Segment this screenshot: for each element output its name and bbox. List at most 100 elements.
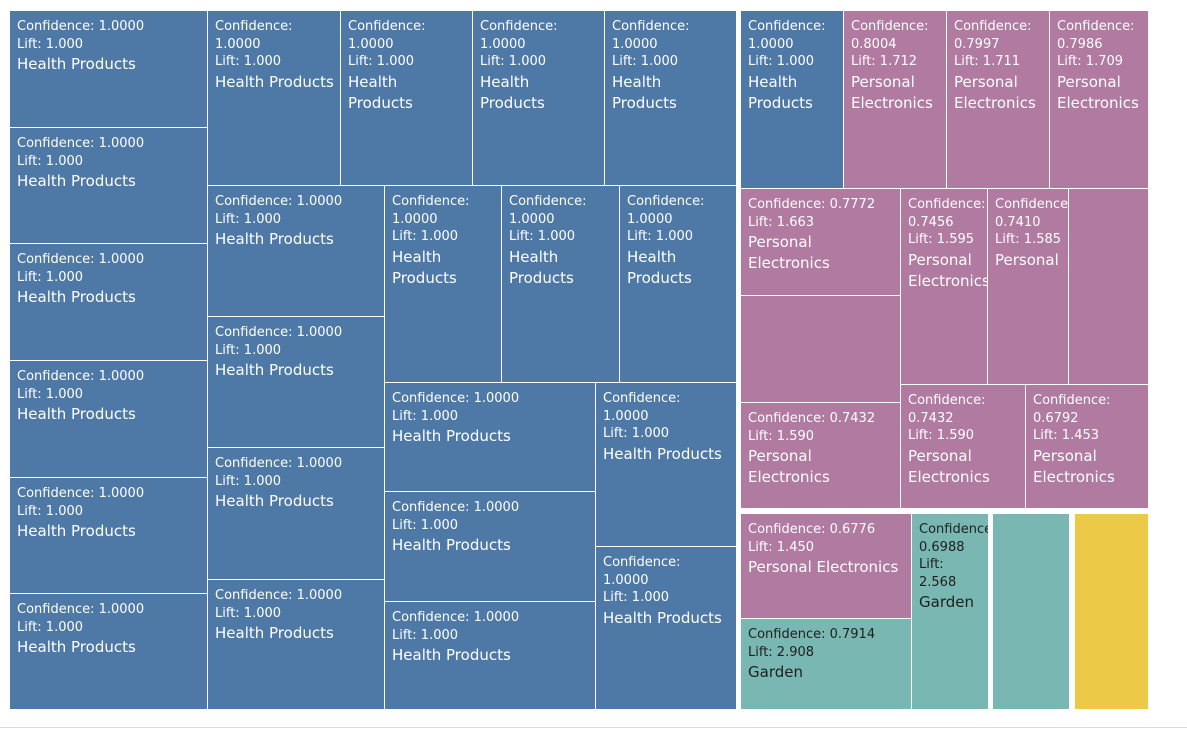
treemap-cell-health-products[interactable]: Confidence: 1.0000 Lift: 1.000 Health Prod… bbox=[208, 448, 385, 580]
cell-confidence-label: Confidence: 1.0000 bbox=[348, 19, 426, 52]
cell-lift-label: Lift: 1.712 bbox=[851, 54, 918, 69]
cell-lift-label: Lift: 1.711 bbox=[954, 54, 1021, 69]
treemap-cell-personal-electronics[interactable]: Confidence: 0.7986 Lift: 1.709 Personal El… bbox=[1050, 11, 1149, 189]
cell-category-label: Health Products bbox=[627, 247, 692, 287]
treemap-cell-personal-electronics[interactable]: Confidence: 0.7432 Lift: 1.590 Personal El… bbox=[741, 403, 901, 509]
cell-lift-label: Lift: 2.568 bbox=[919, 557, 957, 590]
treemap-cell-health-products[interactable]: Confidence: 1.0000 Lift: 1.000 Health Prod… bbox=[208, 317, 385, 448]
cell-lift-label: Lift: 1.590 bbox=[748, 428, 815, 444]
cell-category-label: Personal Electronics bbox=[851, 72, 933, 112]
treemap-cell-personal-electronics[interactable]: Confidence: 0.7456 Lift: 1.595 Personal El… bbox=[901, 189, 988, 385]
cell-lift-label: Lift: 1.590 bbox=[908, 428, 975, 443]
treemap-cell-health-products[interactable]: Confidence: 1.0000 Lift: 1.000 Health Prod… bbox=[605, 11, 737, 186]
treemap-cell-health-products[interactable]: Confidence: 1.0000 Lift: 1.000 Health Prod… bbox=[385, 492, 596, 602]
cell-lift-label: Lift: 1.000 bbox=[392, 627, 459, 643]
treemap-cell-health-products[interactable]: Confidence: 1.0000 Lift: 1.000 Health Prod… bbox=[385, 602, 596, 710]
cell-lift-label: Lift: 2.908 bbox=[748, 644, 815, 660]
cell-category-label: Health Products bbox=[348, 72, 413, 112]
treemap-cell-health-products[interactable]: Confidence: 1.0000 Lift: 1.000 Health Prod… bbox=[10, 478, 208, 594]
treemap-cell-garden[interactable] bbox=[993, 514, 1070, 710]
treemap-cell-health-products[interactable]: Confidence: 1.0000 Lift: 1.000 Health Prod… bbox=[620, 186, 737, 383]
cell-category-label: Personal bbox=[995, 250, 1059, 269]
treemap-cell-health-products[interactable]: Confidence: 1.0000 Lift: 1.000 Health Prod… bbox=[10, 244, 208, 361]
treemap-cell-garden[interactable]: Confidence: 0.6988 Lift: 2.568 Garden bbox=[912, 514, 989, 710]
cell-confidence-label: Confidence: 1.0000 bbox=[392, 194, 470, 227]
treemap-cell-personal-electronics[interactable]: Confidence: 0.8004 Lift: 1.712 Personal El… bbox=[844, 11, 947, 189]
cell-confidence-label: Confidence: 0.7410 bbox=[995, 197, 1069, 230]
cell-lift-label: Lift: 1.709 bbox=[1057, 54, 1124, 69]
cell-lift-label: Lift: 1.000 bbox=[603, 426, 670, 441]
treemap-cell-personal-electronics[interactable]: Confidence: 0.6776 Lift: 1.450 Personal El… bbox=[741, 514, 912, 619]
cell-category-label: Health Products bbox=[603, 608, 722, 627]
cell-category-label: Health Products bbox=[215, 624, 334, 642]
cell-confidence-label: Confidence: 1.0000 bbox=[17, 602, 145, 617]
cell-category-label: Health Products bbox=[392, 646, 511, 664]
cell-category-label: Personal Electronics bbox=[954, 72, 1036, 112]
cell-lift-label: Lift: 1.000 bbox=[392, 229, 459, 244]
cell-category-label: Health Products bbox=[17, 405, 136, 423]
cell-confidence-label: Confidence: 1.0000 bbox=[215, 456, 343, 471]
cell-category-label: Personal Electronics bbox=[908, 446, 990, 486]
treemap-cell-personal-electronics[interactable] bbox=[1069, 189, 1149, 385]
treemap-cell-health-products[interactable]: Confidence: 1.0000 Lift: 1.000 Health Prod… bbox=[208, 186, 385, 317]
cell-category-label: Garden bbox=[748, 663, 803, 681]
cell-lift-label: Lift: 1.000 bbox=[215, 342, 282, 358]
treemap-cell-health-products[interactable]: Confidence: 1.0000 Lift: 1.000 Health Prod… bbox=[473, 11, 605, 186]
cell-lift-label: Lift: 1.000 bbox=[627, 229, 694, 244]
cell-lift-label: Lift: 1.000 bbox=[17, 36, 84, 52]
treemap-cell-health-products[interactable]: Confidence: 1.0000 Lift: 1.000 Health Prod… bbox=[341, 11, 473, 186]
treemap-cell-health-products[interactable]: Confidence: 1.0000 Lift: 1.000 Health Prod… bbox=[596, 547, 737, 710]
treemap-cell-personal-electronics[interactable] bbox=[741, 296, 901, 403]
treemap-cell-personal-electronics[interactable]: Confidence: 0.6792 Lift: 1.453 Personal El… bbox=[1026, 385, 1149, 509]
treemap-cell-health-products[interactable]: Confidence: 1.0000 Lift: 1.000 Health Prod… bbox=[385, 186, 502, 383]
cell-category-label: Personal Electronics bbox=[908, 250, 988, 290]
cell-lift-label: Lift: 1.000 bbox=[348, 54, 415, 69]
cell-confidence-label: Confidence: 0.7772 bbox=[748, 197, 876, 212]
cell-confidence-label: Confidence: 1.0000 bbox=[603, 555, 681, 588]
cell-confidence-label: Confidence: 1.0000 bbox=[509, 194, 587, 227]
treemap-cell-health-products[interactable]: Confidence: 1.0000 Lift: 1.000 Health Prod… bbox=[741, 11, 844, 189]
cell-confidence-label: Confidence: 1.0000 bbox=[215, 194, 343, 209]
treemap-cell-health-products[interactable]: Confidence: 1.0000 Lift: 1.000 Health Prod… bbox=[10, 11, 208, 128]
treemap-cell-health-products[interactable]: Confidence: 1.0000 Lift: 1.000 Health Prod… bbox=[385, 383, 596, 492]
cell-category-label: Health Products bbox=[17, 288, 136, 306]
treemap-cell-personal-electronics[interactable]: Confidence: 0.7432 Lift: 1.590 Personal El… bbox=[901, 385, 1026, 509]
treemap-cell-yellow-group[interactable] bbox=[1075, 514, 1149, 710]
cell-category-label: Health Products bbox=[17, 172, 136, 190]
treemap-cell-garden[interactable]: Confidence: 0.7914 Lift: 2.908 Garden bbox=[741, 619, 912, 710]
treemap-cell-health-products[interactable]: Confidence: 1.0000 Lift: 1.000 Health Prod… bbox=[596, 383, 737, 547]
treemap-cell-personal-electronics[interactable]: Confidence: 0.7997 Lift: 1.711 Personal El… bbox=[947, 11, 1050, 189]
cell-lift-label: Lift: 1.453 bbox=[1033, 428, 1100, 443]
cell-confidence-label: Confidence: 1.0000 bbox=[215, 325, 343, 340]
cell-confidence-label: Confidence: 0.7986 bbox=[1057, 19, 1135, 52]
cell-confidence-label: Confidence: 0.6776 bbox=[748, 522, 876, 537]
cell-lift-label: Lift: 1.000 bbox=[509, 229, 576, 244]
cell-lift-label: Lift: 1.000 bbox=[17, 503, 84, 519]
cell-lift-label: Lift: 1.000 bbox=[215, 211, 282, 227]
cell-category-label: Health Products bbox=[215, 72, 334, 91]
treemap-cell-health-products[interactable]: Confidence: 1.0000 Lift: 1.000 Health Prod… bbox=[208, 580, 385, 710]
treemap-cell-health-products[interactable]: Confidence: 1.0000 Lift: 1.000 Health Prod… bbox=[502, 186, 620, 383]
cell-confidence-label: Confidence: 0.6988 bbox=[919, 522, 989, 555]
treemap-cell-personal-electronics[interactable]: Confidence: 0.7772 Lift: 1.663 Personal El… bbox=[741, 189, 901, 296]
cell-confidence-label: Confidence: 1.0000 bbox=[17, 369, 145, 384]
cell-category-label: Health Products bbox=[603, 444, 722, 463]
treemap-cell-personal-electronics[interactable]: Confidence: 0.7410 Lift: 1.585 Personal bbox=[988, 189, 1069, 385]
treemap-cell-health-products[interactable]: Confidence: 1.0000 Lift: 1.000 Health Prod… bbox=[10, 128, 208, 244]
cell-confidence-label: Confidence: 0.7432 bbox=[748, 411, 876, 426]
treemap-cell-health-products[interactable]: Confidence: 1.0000 Lift: 1.000 Health Prod… bbox=[208, 11, 341, 186]
treemap-cell-health-products[interactable]: Confidence: 1.0000 Lift: 1.000 Health Prod… bbox=[10, 361, 208, 478]
cell-category-label: Health Products bbox=[748, 72, 813, 112]
cell-confidence-label: Confidence: 0.7997 bbox=[954, 19, 1032, 52]
cell-lift-label: Lift: 1.585 bbox=[995, 232, 1062, 247]
cell-confidence-label: Confidence: 1.0000 bbox=[627, 194, 705, 227]
cell-lift-label: Lift: 1.000 bbox=[215, 473, 282, 489]
cell-confidence-label: Confidence: 1.0000 bbox=[603, 391, 681, 424]
cell-category-label: Personal Electronics bbox=[1057, 72, 1139, 112]
treemap-cell-health-products[interactable]: Confidence: 1.0000 Lift: 1.000 Health Prod… bbox=[10, 594, 208, 710]
cell-category-label: Personal Electronics bbox=[1033, 446, 1115, 486]
cell-confidence-label: Confidence: 1.0000 bbox=[612, 19, 690, 52]
cell-category-label: Health Products bbox=[215, 361, 334, 379]
cell-confidence-label: Confidence: 1.0000 bbox=[215, 588, 343, 603]
